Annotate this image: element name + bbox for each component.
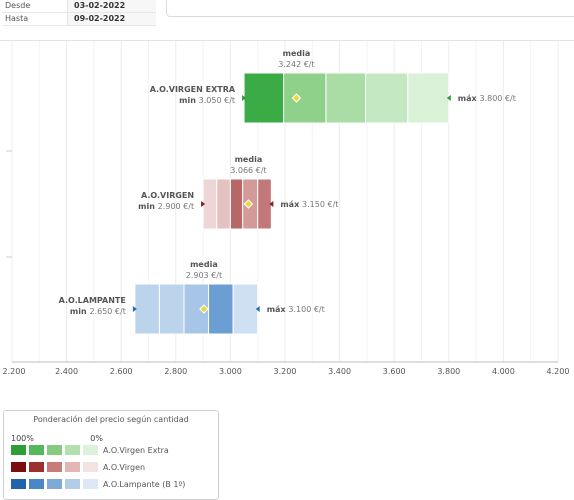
min-arrow <box>201 201 206 207</box>
legend-row: A.O.Virgen <box>11 462 145 472</box>
legend-swatch <box>29 445 44 455</box>
range-segment <box>283 72 327 124</box>
x-tick-label: 3.400 <box>328 367 351 376</box>
date-to-label: Hasta <box>5 14 29 23</box>
media-marker <box>291 93 302 103</box>
min-arrow <box>132 306 137 312</box>
legend-swatch <box>11 445 26 455</box>
max-word: máx <box>280 200 302 209</box>
range-segment <box>243 72 285 124</box>
x-tick-label: 3.600 <box>383 367 406 376</box>
min-value: 2.900 €/t <box>158 202 194 211</box>
legend-row: A.O.Lampante (B 1º) <box>11 479 185 489</box>
x-tick-label: 4.000 <box>492 367 515 376</box>
chart-area: 2.200 2.400 2.600 2.800 3.000 3.200 3.400 3.600… <box>0 40 574 383</box>
legend-swatch <box>83 462 98 472</box>
media-marker <box>199 304 209 314</box>
range-segment <box>216 178 231 230</box>
legend-swatch <box>11 462 26 472</box>
min-label: min 3.050 €/t <box>179 96 235 105</box>
media-value: 2.903 €/t <box>186 271 222 280</box>
legend-label: A.O.Virgen <box>103 462 146 472</box>
x-tick-label: 2.200 <box>3 367 26 376</box>
media-value: 3.242 €/t <box>278 60 314 69</box>
max-arrow <box>446 95 451 101</box>
x-tick-label: 3.200 <box>274 367 297 376</box>
media-label: media <box>283 49 311 58</box>
max-word: máx <box>267 305 289 314</box>
max-arrow <box>255 306 260 312</box>
x-tick-label: 4.200 <box>547 367 570 376</box>
media-label: media <box>235 155 263 164</box>
legend-title: Ponderación del precio según cantidad <box>33 415 189 424</box>
series-name: A.O.VIRGEN <box>141 191 194 200</box>
date-range-box: Desde 03-02-2022 Hasta 09-02-2022 <box>2 0 156 26</box>
max-arrow <box>269 201 274 207</box>
legend-scale-low: 0% <box>90 434 103 443</box>
date-from-label: Desde <box>5 1 31 10</box>
price-range-chart: 2.200 2.400 2.600 2.800 3.000 3.200 3.400 3.600… <box>3 41 570 376</box>
max-value: 3.150 €/t <box>302 200 338 209</box>
min-word: min <box>70 307 90 316</box>
range-segment <box>325 72 367 124</box>
date-from-row: Desde 03-02-2022 <box>2 0 156 13</box>
legend-row: A.O.Virgen Extra <box>11 445 169 455</box>
range-segment <box>407 72 450 124</box>
range-segment <box>158 283 185 335</box>
legend-scale: 100% 0% <box>11 434 103 443</box>
legend-swatch <box>29 462 44 472</box>
date-from-value[interactable]: 03-02-2022 <box>67 0 156 12</box>
media-value: 3.066 €/t <box>230 166 266 175</box>
min-arrow <box>242 95 247 101</box>
range-segment <box>208 283 234 335</box>
legend-label: A.O.Virgen Extra <box>103 445 169 455</box>
min-label: min 2.650 €/t <box>70 307 126 316</box>
legend-swatch <box>11 479 26 489</box>
x-tick-label: 2.600 <box>110 367 133 376</box>
series-name: A.O.LAMPANTE <box>59 296 126 305</box>
x-tick-label: 3.000 <box>219 367 242 376</box>
legend-swatch <box>83 445 98 455</box>
legend-swatch <box>29 479 44 489</box>
max-value: 3.100 €/t <box>288 305 324 314</box>
max-value: 3.800 €/t <box>479 94 515 103</box>
media-label: media <box>190 260 218 269</box>
legend-label: A.O.Lampante (B 1º) <box>103 479 186 489</box>
x-tick-label: 2.400 <box>55 367 78 376</box>
range-segment <box>134 283 160 335</box>
min-label: min 2.900 €/t <box>138 202 194 211</box>
range-segment <box>229 178 244 230</box>
x-tick-label: 2.800 <box>164 367 187 376</box>
series-name: A.O.VIRGEN EXTRA <box>150 85 236 94</box>
max-label: máx 3.100 €/t <box>267 305 325 314</box>
date-to-row: Hasta 09-02-2022 <box>2 13 156 26</box>
min-value: 2.650 €/t <box>89 307 125 316</box>
range-segment <box>202 178 218 230</box>
top-panel <box>166 0 574 17</box>
legend-swatch <box>65 462 80 472</box>
max-label: máx 3.150 €/t <box>280 200 338 209</box>
range-segment <box>365 72 409 124</box>
min-word: min <box>138 202 158 211</box>
range-segment <box>257 178 272 230</box>
min-word: min <box>179 96 199 105</box>
legend-swatch <box>65 479 80 489</box>
max-label: máx 3.800 €/t <box>458 94 516 103</box>
date-to-value[interactable]: 09-02-2022 <box>67 13 156 25</box>
legend-swatch <box>65 445 80 455</box>
x-tick-label: 3.800 <box>437 367 460 376</box>
media-marker <box>243 199 254 209</box>
legend-scale-high: 100% <box>11 434 34 443</box>
legend-swatch <box>47 462 62 472</box>
min-value: 3.050 €/t <box>199 96 235 105</box>
max-word: máx <box>458 94 480 103</box>
legend-swatch <box>47 479 62 489</box>
range-segment <box>232 283 259 335</box>
legend-swatch <box>47 445 62 455</box>
legend-box: Ponderación del precio según cantidad 10… <box>3 410 219 500</box>
legend-swatch <box>83 479 98 489</box>
